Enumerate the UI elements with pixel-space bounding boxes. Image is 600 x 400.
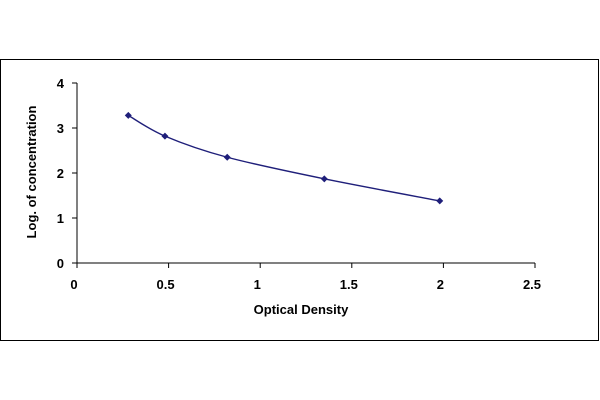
y-tick-label: 0 xyxy=(57,256,64,271)
series-line xyxy=(127,114,440,202)
y-tick-label: 3 xyxy=(57,121,64,136)
y-axis-title: Log. of concentration xyxy=(24,106,39,239)
data-point xyxy=(124,111,132,119)
y-tick-label: 4 xyxy=(57,76,65,91)
y-tick-label: 2 xyxy=(57,166,64,181)
data-point xyxy=(223,153,231,161)
x-tick-label: 2.5 xyxy=(523,277,541,292)
y-ticks: 0 1 2 3 4 xyxy=(57,76,77,271)
y-tick-label: 1 xyxy=(57,211,64,226)
axes xyxy=(76,83,535,264)
x-tick-label: 2 xyxy=(437,277,444,292)
data-point xyxy=(320,175,328,183)
series-layer xyxy=(124,111,444,205)
data-point xyxy=(436,197,444,205)
x-tick-label: 1.5 xyxy=(340,277,358,292)
x-tick-label: 0 xyxy=(70,277,77,292)
chart-frame xyxy=(0,59,599,341)
x-axis-title: Optical Density xyxy=(254,302,349,317)
data-point xyxy=(161,132,169,140)
x-tick-label: 1 xyxy=(254,277,261,292)
x-tick-label: 0.5 xyxy=(157,277,175,292)
x-ticks: 0 0.5 1 1.5 2 2.5 xyxy=(70,263,541,292)
